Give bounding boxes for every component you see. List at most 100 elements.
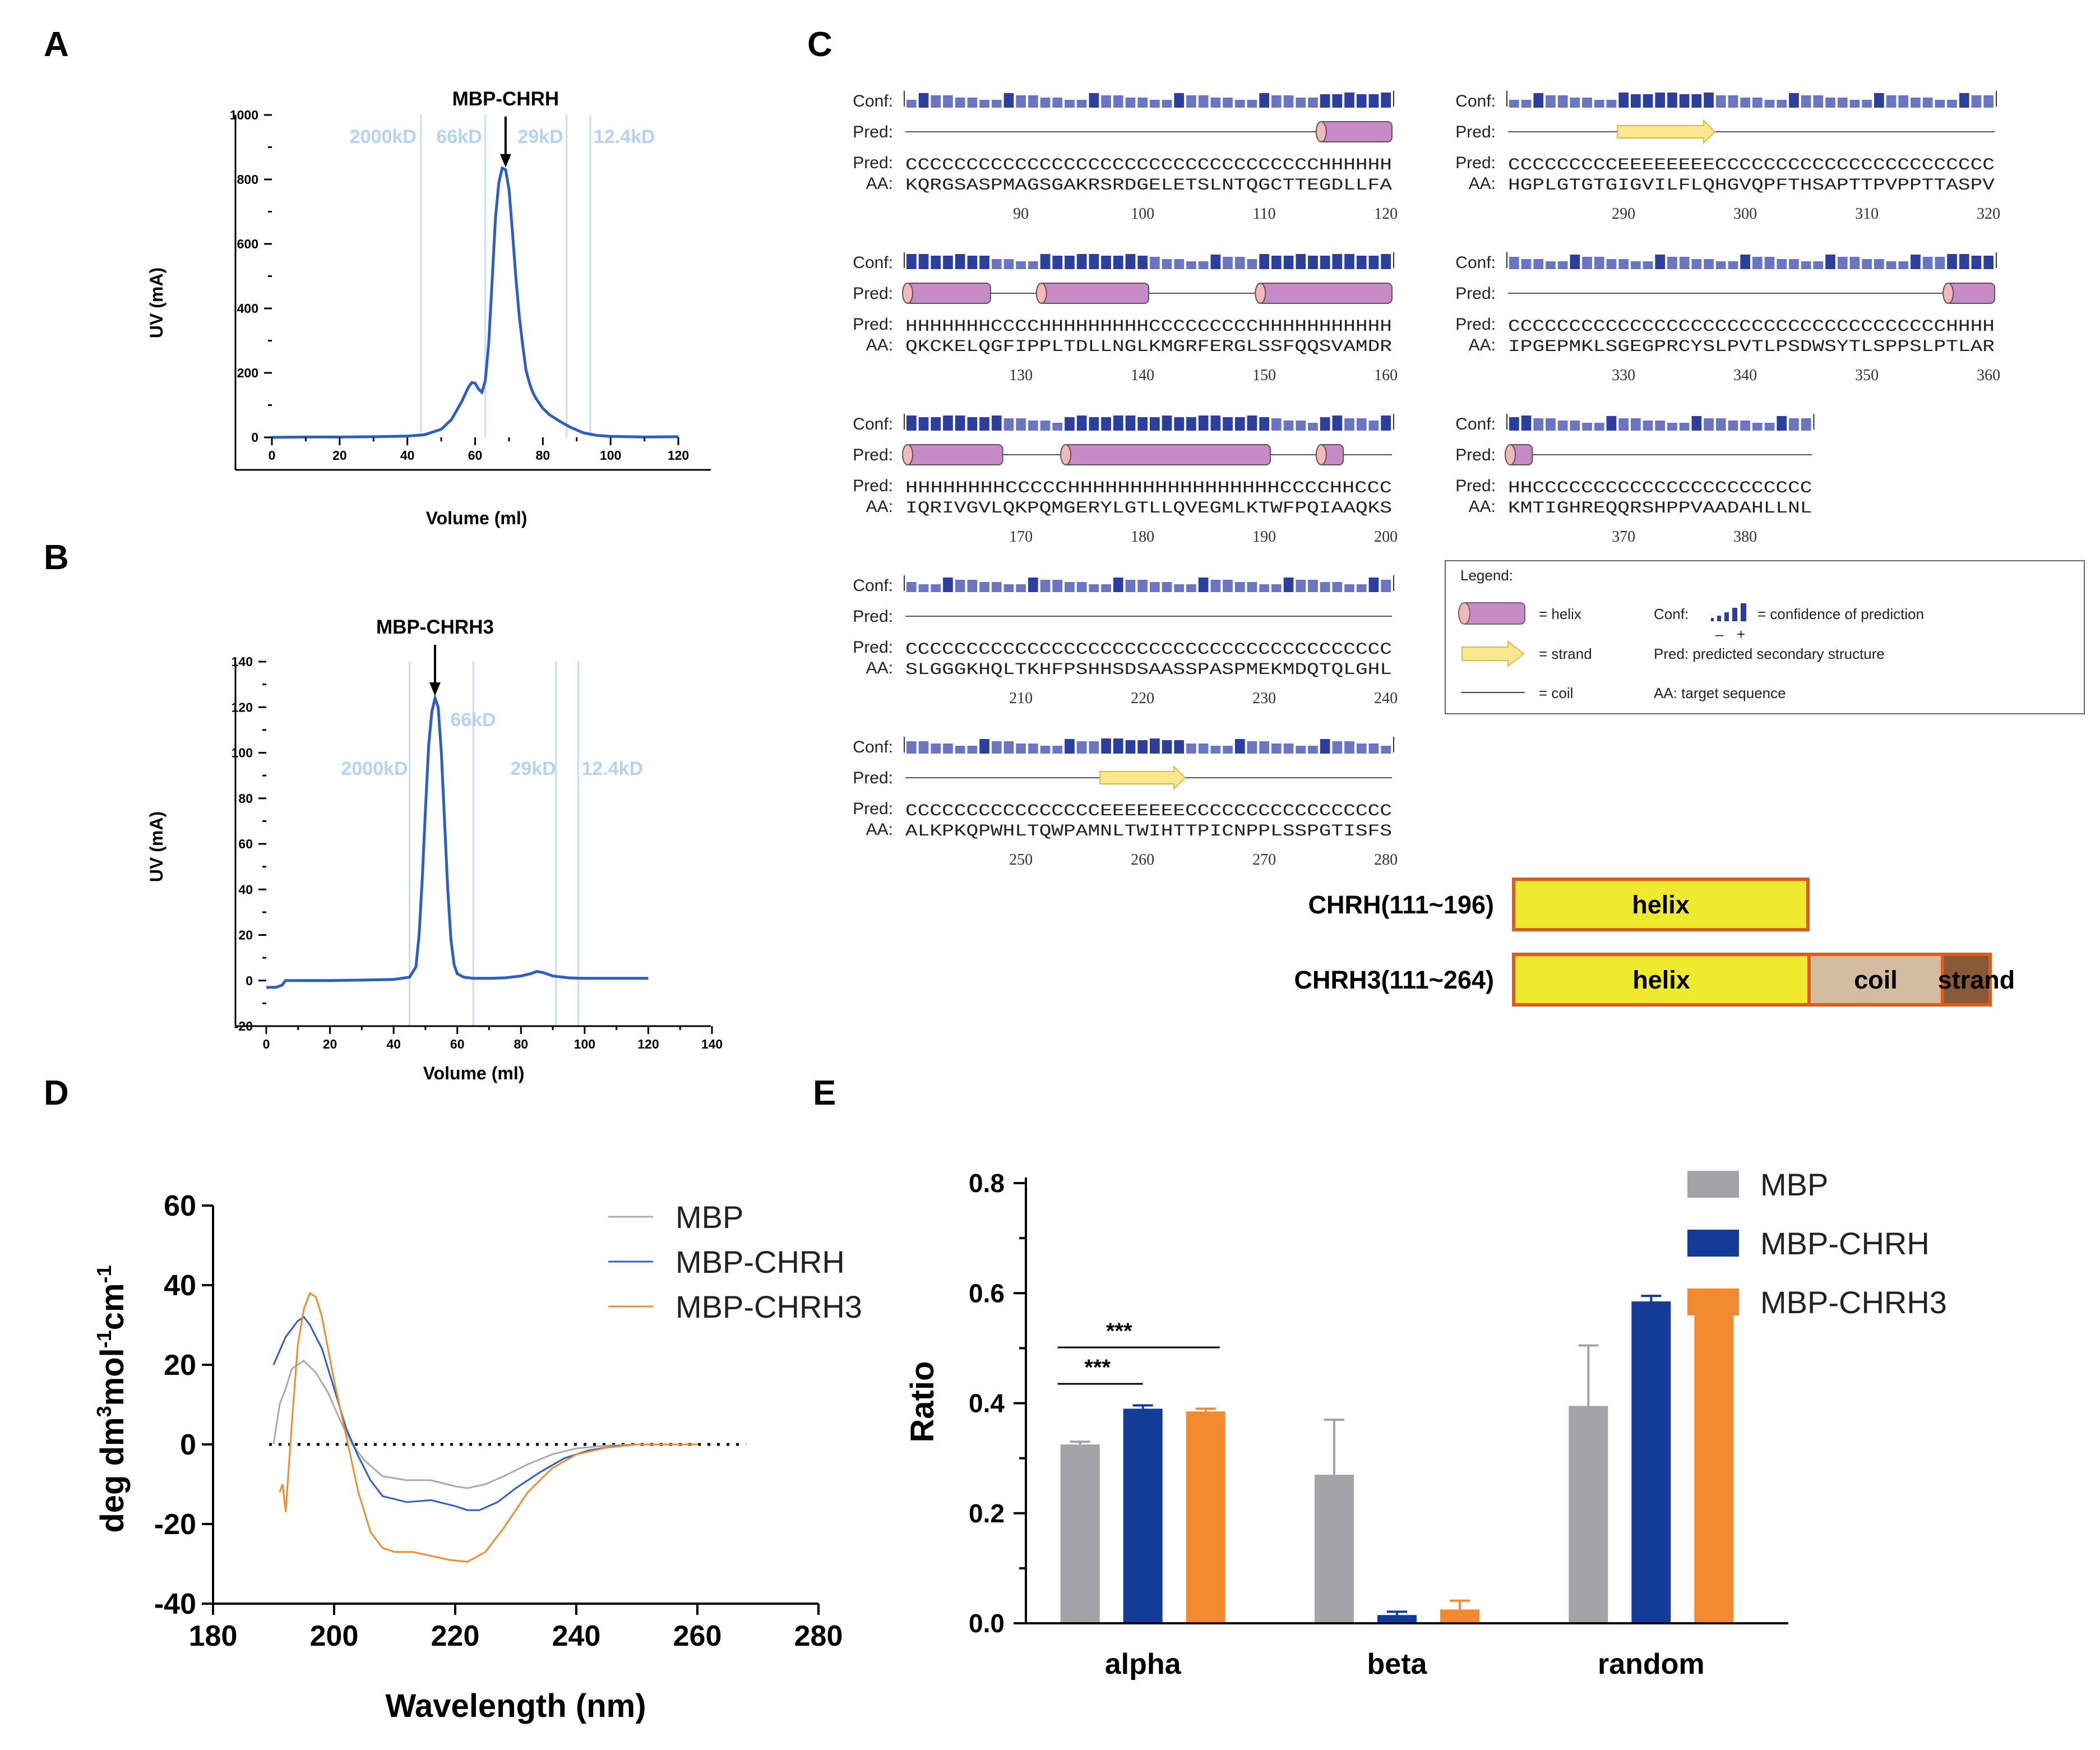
conf-bar [1959,254,1969,269]
conf-bar [1631,261,1641,269]
pred-helix [1318,121,1393,142]
psipred-block: Conf: Pred: Pred: AA: CCCCCCCCCCCCCCCCCCCCCC… [853,91,1398,223]
psipred-row-label-pred: Pred: [853,769,893,787]
conf-bar [1643,94,1653,108]
conf-bar [1016,418,1026,431]
residue-number: 180 [1131,528,1154,546]
chart-b-xtick-label: 20 [323,1037,337,1051]
legend-title: Legend: [1460,567,1513,584]
conf-bar [1801,418,1811,431]
chart-b-marker-label: 12.4kD [582,758,644,779]
chart-b-xtick-label: 60 [450,1037,465,1051]
conf-bar [918,741,929,754]
conf-bar [1332,415,1343,431]
conf-bar [967,417,978,431]
conf-bar [1874,259,1884,269]
conf-bar [1332,254,1343,269]
conf-bar [1764,257,1775,269]
conf-bar [1198,578,1209,592]
conf-bar [1570,421,1580,431]
conf-bar [1150,738,1160,754]
chart-b-ylabel: UV (mA) [146,811,166,882]
chart-b-markers: 2000kD 66kD 29kD 12.4kD [341,662,643,1026]
conf-bar [1655,255,1666,269]
conf-bar [931,95,941,108]
chart-b-ytick-label: 60 [238,837,253,851]
psipred-block: Conf: Pred: Pred: AA: CCCCCCCCCEEEEEEEECCCCC… [1455,91,2000,223]
conf-bar [1040,746,1051,754]
conf-bar [1186,95,1196,108]
conf-bar [1947,254,1957,269]
conf-bar [1174,584,1185,592]
aa-sequence: ALKPKQPWHLTQWPAMNLTWIHTTPICNPPLSSPGTISFS [905,822,1392,841]
chart-e-ytick-label: 0.6 [969,1278,1005,1308]
region-name: CHRH(111~196) [1308,890,1494,919]
conf-bar [1271,744,1282,754]
conf-bar [1356,94,1367,108]
conf-bar [1052,256,1063,269]
conf-bar [1332,741,1343,754]
chart-e-legend: MBP MBP-CHRH MBP-CHRH3 [1687,1167,1947,1320]
conf-bar [967,746,978,754]
conf-bar [1368,256,1379,269]
pred-helix [905,283,991,304]
conf-bar [979,739,989,754]
chart-a-series-line [271,166,679,439]
legend-helix-text: = helix [1539,606,1581,622]
conf-bar [918,417,929,431]
conf-bar [1283,744,1294,754]
conf-bar [1862,100,1872,108]
aa-sequence: IPGEPMKLSGEGPRCYSLPVTLPSDWSYTLSPPSLPTLAR [1508,338,1995,357]
conf-bar [1016,584,1026,592]
conf-bar [1667,423,1677,431]
legend-conf-label: Conf: [1654,606,1689,622]
conf-bar [1618,93,1629,108]
conf-bar [1174,740,1185,754]
chart-d-xtick-label: 220 [431,1620,480,1652]
conf-bar [1174,417,1185,431]
conf-bar [1789,93,1799,108]
panel-label-e: E [813,1074,836,1112]
psipred-row-label-pred: Pred: [853,123,893,141]
conf-bar [1296,254,1306,269]
aa-sequence: SLGGGKHQLTKHFPSHHSDSAASSPASPMEKMDQTQLGHL [905,661,1392,680]
conf-bar [1368,421,1379,431]
conf-bar [1983,95,1993,108]
conf-bar [1704,418,1714,431]
secondary-structure-regions: CHRH(111~196) helix CHRH3(111~264) helix coi… [1294,878,2015,1006]
conf-bar [1186,417,1196,431]
residue-number: 360 [1977,367,2000,384]
conf-bar [1198,261,1209,269]
conf-bar [1028,261,1038,269]
chart-a-marker-label: 29kD [517,126,563,147]
conf-bar [1320,417,1330,431]
conf-bar [1162,415,1172,431]
chart-a-markers: 2000kD 66kD 29kD 12.4kD [350,115,655,437]
conf-bar [1704,259,1714,269]
conf-bar [1886,261,1897,269]
conf-bar [1113,256,1123,269]
chart-d-xlabel: Wavelength (nm) [385,1688,646,1724]
conf-bar [1557,261,1568,269]
residue-number: 140 [1131,367,1154,384]
psipred-row-label-pred: Pred: [1455,315,1496,334]
chart-b-peak-arrowhead [429,682,441,696]
chart-b-xtick-label: 100 [574,1037,595,1051]
conf-bar [1040,254,1051,269]
conf-bar [1150,417,1160,431]
conf-bar [979,582,989,592]
chart-b-xtick-label: 40 [386,1037,401,1051]
panel-label-c: C [807,25,832,64]
chart-e-bars [1060,1294,1734,1623]
pred-helix-cap [1505,444,1516,465]
chart-a-xtick-label: 80 [536,448,551,463]
conf-bar [991,415,1002,431]
chart-e-ticks: 0.0 0.2 0.4 0.6 0.8 alpha beta random [969,1169,1705,1680]
conf-bar [1296,98,1306,108]
residue-number: 170 [1009,528,1033,546]
chart-d-xtick-label: 240 [552,1620,601,1652]
psipred-row-label-conf: Conf: [853,576,893,595]
chart-b-xtick-label: 120 [637,1037,659,1051]
conf-bar [1631,418,1641,431]
conf-bar [955,254,965,269]
